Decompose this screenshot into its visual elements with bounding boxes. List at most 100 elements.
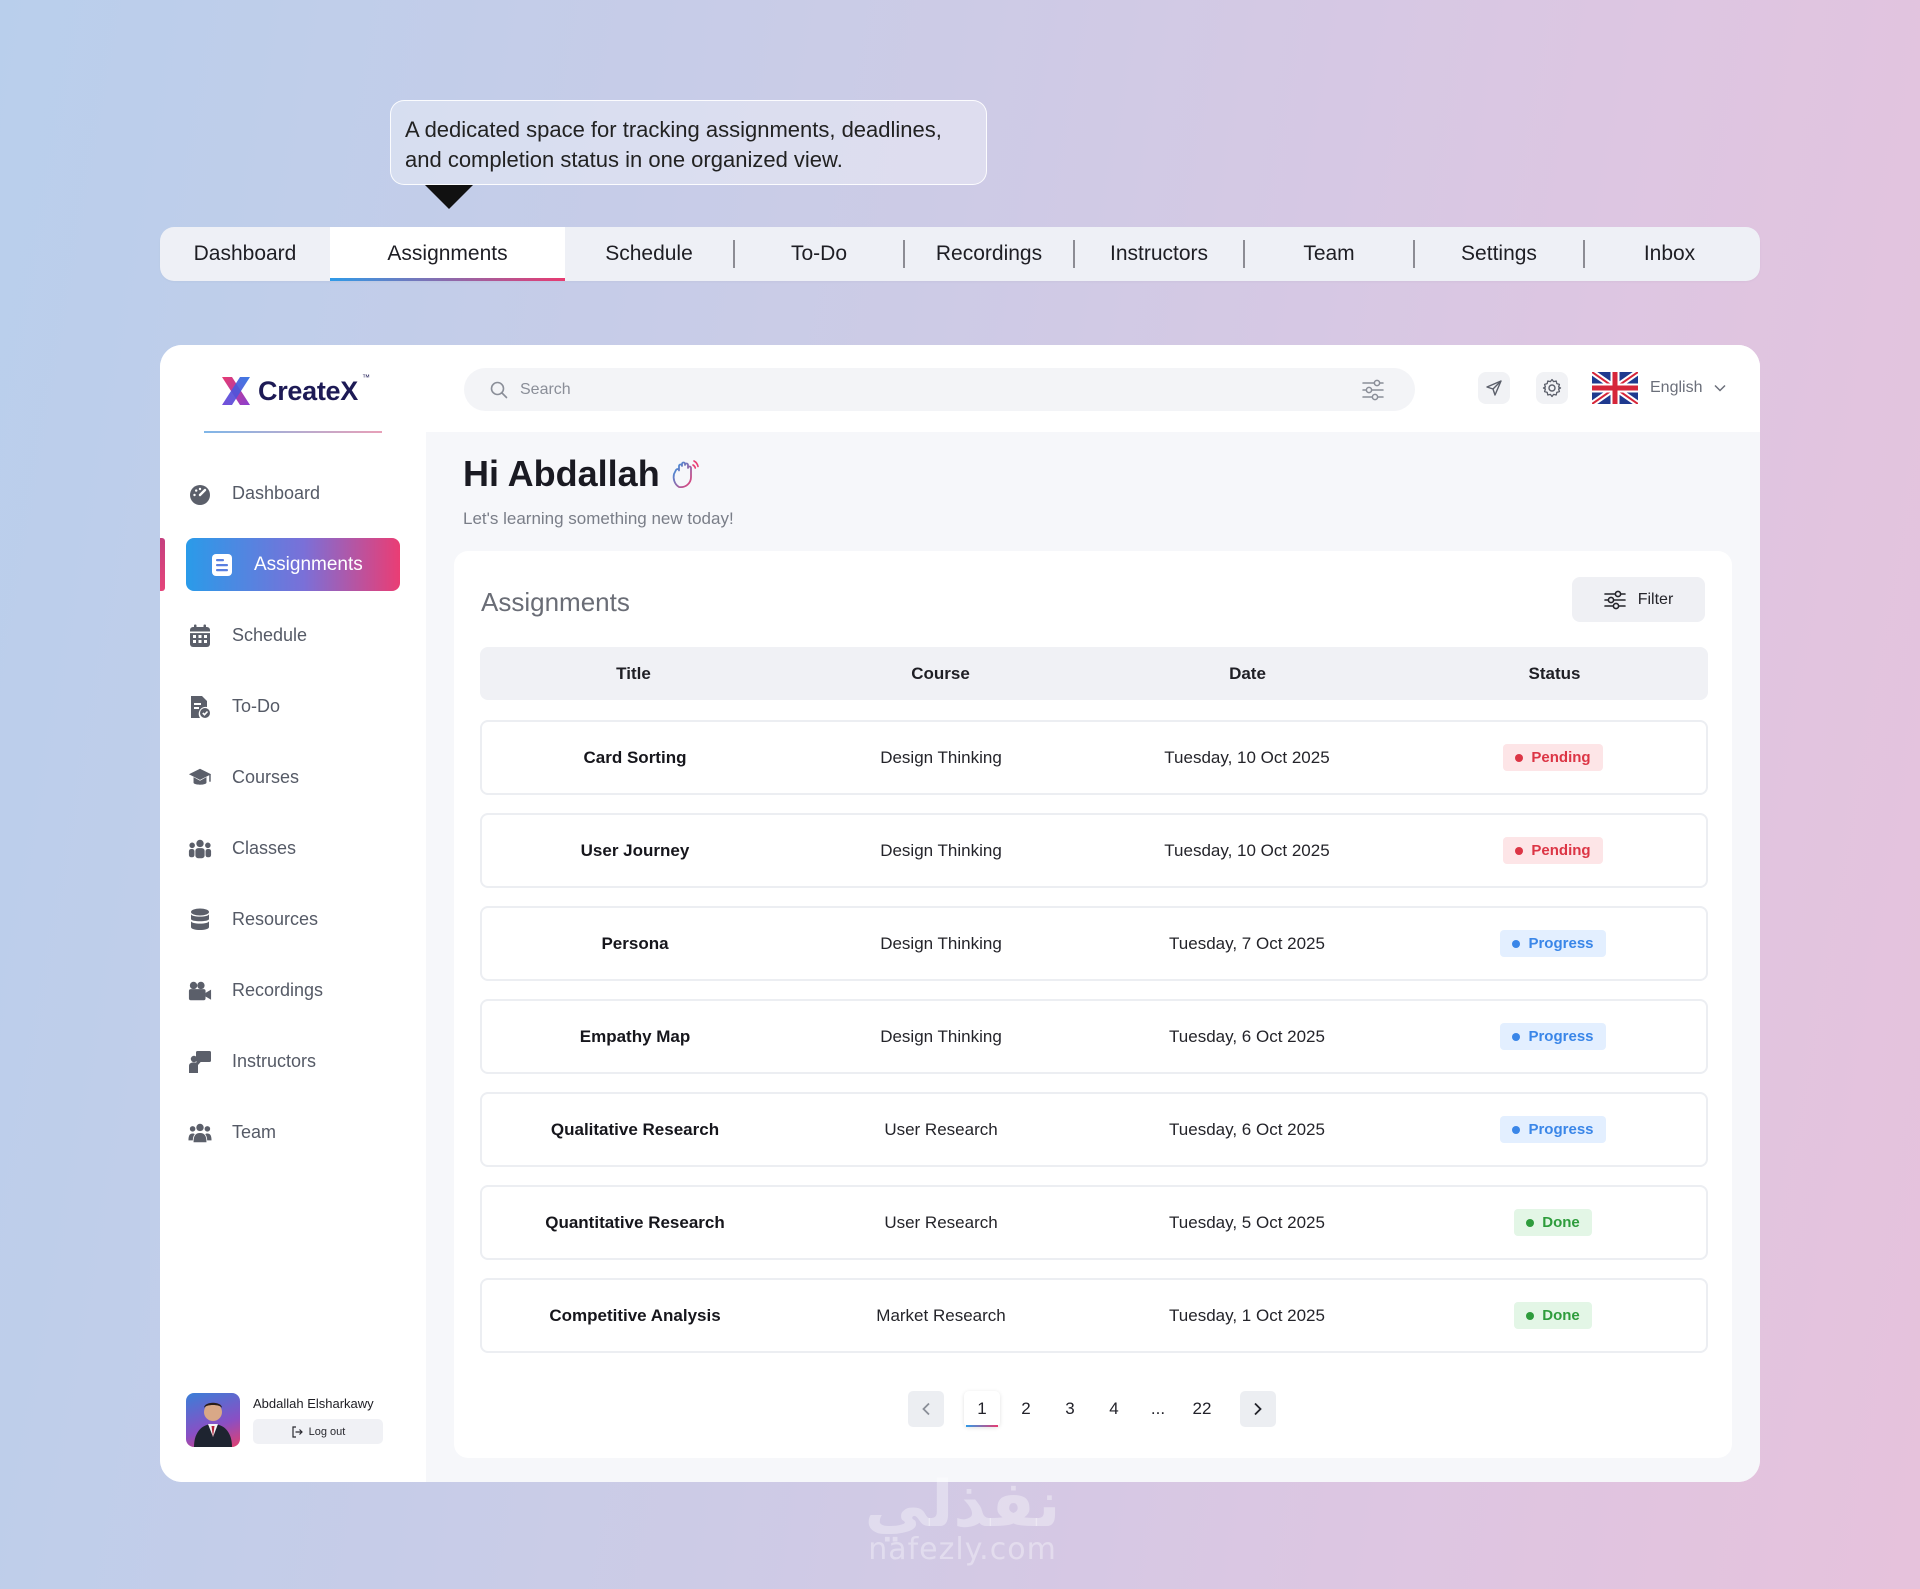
tab-settings[interactable]: Settings: [1461, 242, 1537, 265]
language-label: English: [1650, 379, 1703, 396]
tab-assignments[interactable]: Assignments: [330, 227, 565, 281]
brand-logo[interactable]: CreateX ™: [218, 371, 370, 411]
sidebar-item-courses[interactable]: Courses: [160, 751, 426, 804]
brand-name: CreateX: [258, 375, 358, 406]
top-bar: Search English: [426, 345, 1760, 432]
page-ellipsis: ...: [1150, 1399, 1166, 1418]
next-page-button[interactable]: [1240, 1391, 1276, 1427]
active-indicator: [160, 538, 165, 591]
sidebar-item-team[interactable]: Team: [160, 1106, 426, 1159]
tab-divider: [903, 240, 905, 268]
assignment-title: User Journey: [580, 840, 690, 860]
language-selector[interactable]: English: [1592, 372, 1727, 404]
search-filter-icon[interactable]: [1361, 378, 1385, 407]
sidebar-item-assignments[interactable]: Assignments: [160, 538, 426, 591]
sidebar-item-dashboard[interactable]: Dashboard: [160, 467, 426, 520]
settings-button[interactable]: [1536, 372, 1568, 404]
tab-schedule[interactable]: Schedule: [605, 242, 693, 265]
tab-divider: [733, 240, 735, 268]
page-3-button[interactable]: 3: [1065, 1399, 1075, 1418]
user-portrait-icon: [194, 1402, 232, 1447]
assignment-course: User Research: [884, 1212, 998, 1232]
tab-instructors[interactable]: Instructors: [1109, 242, 1209, 265]
logout-button[interactable]: Log out: [253, 1419, 383, 1444]
table-row[interactable]: Card Sorting Design Thinking Tuesday, 10…: [480, 720, 1708, 795]
users-icon: [188, 1121, 212, 1145]
sidebar-item-label: Instructors: [232, 1051, 317, 1071]
presenter-icon: [188, 1050, 212, 1074]
column-header-title[interactable]: Title: [616, 663, 651, 683]
assignments-panel: Assignments Filter Title Course Date Sta…: [454, 551, 1732, 1458]
tooltip-line-1: A dedicated space for tracking assignmen…: [405, 117, 942, 142]
assignment-title: Persona: [601, 933, 669, 953]
tooltip-line-2: and completion status in one organized v…: [405, 147, 843, 172]
sidebar-item-schedule[interactable]: Schedule: [160, 609, 426, 662]
avatar[interactable]: [186, 1393, 240, 1447]
tooltip-arrow: [425, 185, 473, 209]
assignment-date: Tuesday, 5 Oct 2025: [1169, 1212, 1325, 1232]
table-row[interactable]: Persona Design Thinking Tuesday, 7 Oct 2…: [480, 906, 1708, 981]
gear-icon: [1542, 378, 1562, 398]
tab-dashboard[interactable]: Dashboard: [193, 242, 297, 265]
table-row[interactable]: User Journey Design Thinking Tuesday, 10…: [480, 813, 1708, 888]
sidebar-item-recordings[interactable]: Recordings: [160, 964, 426, 1017]
chevron-left-icon: [922, 1402, 930, 1416]
assignment-title: Quantitative Research: [545, 1212, 725, 1232]
status-dot: [1515, 846, 1524, 855]
status-dot: [1515, 753, 1524, 762]
search-bar[interactable]: Search: [464, 368, 1415, 411]
sliders-icon: [1603, 590, 1626, 609]
waving-hand-icon: [672, 460, 699, 489]
greeting: Hi Abdallah: [463, 453, 700, 495]
chevron-right-icon: [1254, 1402, 1262, 1416]
tab-divider: [1583, 240, 1585, 268]
table-row[interactable]: Qualitative Research User Research Tuesd…: [480, 1092, 1708, 1167]
status-dot: [1512, 939, 1521, 948]
table-row[interactable]: Quantitative Research User Research Tues…: [480, 1185, 1708, 1260]
page-title: Hi Abdallah: [463, 453, 660, 494]
sidebar-item-instructors[interactable]: Instructors: [160, 1035, 426, 1088]
send-button[interactable]: [1478, 372, 1510, 404]
page-subtitle: Let's learning something new today!: [463, 509, 734, 528]
logout-label: Log out: [308, 1425, 346, 1438]
filter-button[interactable]: Filter: [1572, 577, 1705, 622]
sidebar-item-resources[interactable]: Resources: [160, 893, 426, 946]
sidebar-item-todo[interactable]: To-Do: [160, 680, 426, 733]
graduation-cap-icon: [188, 766, 212, 790]
tab-team[interactable]: Team: [1303, 242, 1355, 265]
tab-inbox[interactable]: Inbox: [1643, 242, 1696, 265]
column-header-status[interactable]: Status: [1528, 663, 1581, 683]
createx-logo-icon: [222, 377, 250, 405]
uk-flag-icon: [1592, 372, 1638, 404]
column-header-date[interactable]: Date: [1229, 663, 1266, 683]
previous-page-button[interactable]: [908, 1391, 944, 1427]
filter-label: Filter: [1637, 590, 1674, 608]
assignment-course: Market Research: [876, 1305, 1006, 1325]
page-1-button[interactable]: 1: [964, 1391, 1000, 1427]
table-row[interactable]: Empathy Map Design Thinking Tuesday, 6 O…: [480, 999, 1708, 1074]
trademark-mark: ™: [361, 373, 370, 382]
status-badge: Done: [1514, 1302, 1592, 1329]
database-icon: [188, 908, 212, 932]
sidebar-item-classes[interactable]: Classes: [160, 822, 426, 875]
tab-divider: [1073, 240, 1075, 268]
search-input[interactable]: Search: [520, 380, 571, 398]
assignment-course: Design Thinking: [880, 1026, 1002, 1046]
page-22-button[interactable]: 22: [1192, 1399, 1212, 1418]
sidebar-item-label: Dashboard: [232, 483, 321, 503]
table-row[interactable]: Competitive Analysis Market Research Tue…: [480, 1278, 1708, 1353]
assignments-table-body: Card Sorting Design Thinking Tuesday, 10…: [480, 720, 1708, 1371]
tab-todo[interactable]: To-Do: [790, 242, 848, 265]
tab-divider: [1243, 240, 1245, 268]
page-2-button[interactable]: 2: [1021, 1399, 1031, 1418]
tab-recordings[interactable]: Recordings: [935, 242, 1043, 265]
sidebar-nav: Dashboard Assignments Schedule: [160, 467, 426, 1177]
column-header-course[interactable]: Course: [911, 663, 970, 683]
tab-divider: [1413, 240, 1415, 268]
sidebar-item-label: Schedule: [232, 625, 308, 645]
page-4-button[interactable]: 4: [1109, 1399, 1119, 1418]
assignment-course: Design Thinking: [880, 840, 1002, 860]
status-badge: Progress: [1500, 930, 1606, 957]
assignment-course: User Research: [884, 1119, 998, 1139]
sidebar-item-label: Recordings: [232, 980, 324, 1000]
